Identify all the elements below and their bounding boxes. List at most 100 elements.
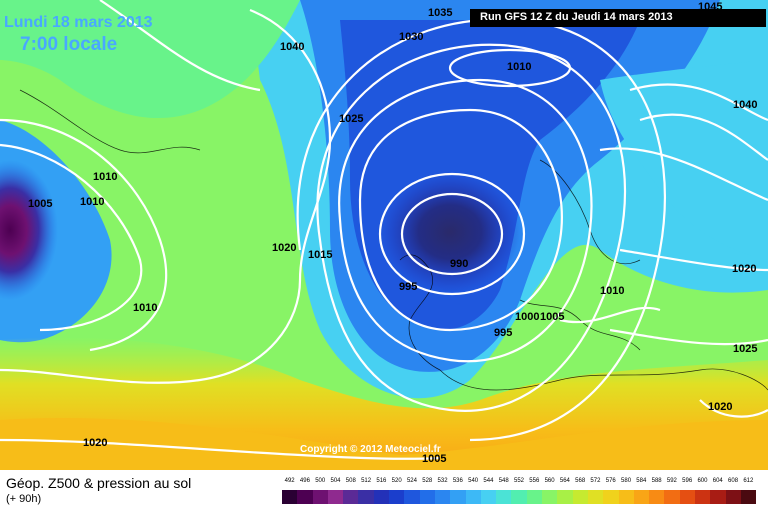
isobar-label: 1020 [272, 242, 296, 254]
legend-tick-label: 516 [376, 478, 387, 484]
legend-tick-label: 500 [315, 478, 326, 484]
legend-tick-label: 492 [284, 478, 295, 484]
legend-swatch [572, 490, 588, 504]
legend-swatch [480, 490, 497, 504]
legend-swatch [312, 490, 328, 504]
legend-swatch [419, 490, 435, 504]
isobar-label: 1025 [339, 113, 363, 125]
legend-tick-label: 576 [605, 478, 616, 484]
isobar-label: 1010 [600, 285, 624, 297]
legend-tick-label: 536 [452, 478, 463, 484]
legend-tick-label: 564 [559, 478, 570, 484]
run-info-box [470, 9, 766, 27]
legend-swatch [465, 490, 481, 504]
isobar-label: 1020 [708, 401, 732, 413]
legend-tick-label: 584 [636, 478, 647, 484]
isobar-label: 1020 [83, 437, 107, 449]
legend-swatch [526, 490, 543, 504]
copyright: Copyright © 2012 Meteociel.fr [300, 444, 441, 455]
valid-time: 7:00 locale [20, 34, 118, 55]
legend-swatch [358, 490, 374, 504]
model-run: Run GFS 12 Z du Jeudi 14 mars 2013 [480, 11, 673, 23]
valid-date: Lundi 18 mars 2013 [4, 14, 153, 31]
legend-swatch [327, 490, 344, 504]
legend-tick-label: 520 [391, 478, 402, 484]
legend-tick-label: 612 [743, 478, 754, 484]
legend-tick-label: 600 [697, 478, 708, 484]
legend-swatch [695, 490, 711, 504]
legend-tick-label: 496 [299, 478, 310, 484]
legend-swatch [740, 490, 757, 504]
isobar-label: 1035 [428, 7, 452, 19]
west-low-core [0, 160, 58, 300]
isobar-label: 1010 [93, 171, 117, 183]
legend-tick-label: 596 [682, 478, 693, 484]
legend-tick-labels: 492 496 500 504 508 512 516 520 524 528 532 536 540 5… [282, 478, 756, 488]
isobar-label: 1005 [540, 311, 564, 323]
legend-tick-label: 588 [651, 478, 662, 484]
legend-tick-label: 508 [345, 478, 356, 484]
legend-swatch [434, 490, 451, 504]
north-atlantic-field [0, 0, 300, 119]
isobar-label: 990 [450, 258, 468, 270]
legend-swatch [633, 490, 650, 504]
legend-swatch [664, 490, 680, 504]
isobar-label: 995 [494, 327, 512, 339]
legend-tick-label: 568 [575, 478, 586, 484]
legend-swatch [710, 490, 726, 504]
legend-tick-label: 524 [406, 478, 417, 484]
legend-tick-label: 552 [513, 478, 525, 484]
legend-swatch [511, 490, 527, 504]
legend-swatch [603, 490, 619, 504]
isobar-label: 995 [399, 281, 417, 293]
isobars [0, 0, 768, 460]
isobar-label: 1025 [733, 343, 757, 355]
legend-swatch [557, 490, 573, 504]
isobar-label: 1005 [422, 453, 446, 465]
forecast-hours: (+ 90h) [6, 493, 42, 505]
field-title: Géop. Z500 & pression au sol [6, 475, 192, 491]
legend-tick-label: 548 [498, 478, 509, 484]
east-cold-field [600, 60, 768, 260]
isobar-label: 1015 [308, 249, 332, 261]
legend-swatch [450, 490, 466, 504]
legend-tick-label: 572 [590, 478, 601, 484]
legend-swatch [542, 490, 558, 504]
legend-swatch [343, 490, 359, 504]
isobar-label: 1005 [28, 198, 52, 210]
legend-tick-label: 504 [330, 478, 341, 484]
isobar-label: 1030 [399, 31, 423, 43]
legend-tick-label: 512 [361, 478, 372, 484]
legend-swatch [389, 490, 405, 504]
legend-swatch [587, 490, 604, 504]
legend-tick-label: 540 [468, 478, 479, 484]
south-warm-band [0, 418, 768, 470]
legend-swatch [404, 490, 420, 504]
legend-swatch [373, 490, 390, 504]
legend-tick-label: 544 [483, 478, 494, 484]
isobar-label: 1000 [515, 311, 539, 323]
legend-swatch [649, 490, 665, 504]
isobar-label: 1010 [80, 196, 104, 208]
legend-tick-label: 532 [437, 478, 448, 484]
legend-tick-label: 528 [422, 478, 433, 484]
legend-tick-label: 556 [529, 478, 540, 484]
legend-swatch [679, 490, 696, 504]
legend-tick-label: 608 [728, 478, 739, 484]
isobar-label: 1040 [280, 41, 304, 53]
legend-swatch [725, 490, 741, 504]
isobar-label: 1010 [507, 61, 531, 73]
isobar-label: 1010 [133, 302, 157, 314]
legend-swatch [618, 490, 634, 504]
color-legend [282, 490, 757, 504]
legend-tick-label: 604 [712, 478, 723, 484]
legend-swatch [496, 490, 512, 504]
isobar-label: 1020 [732, 263, 756, 275]
legend-tick-label: 592 [666, 478, 677, 484]
legend-tick-label: 560 [544, 478, 555, 484]
legend-swatch [282, 490, 298, 504]
legend-swatch [297, 490, 313, 504]
legend-tick-label: 580 [621, 478, 632, 484]
